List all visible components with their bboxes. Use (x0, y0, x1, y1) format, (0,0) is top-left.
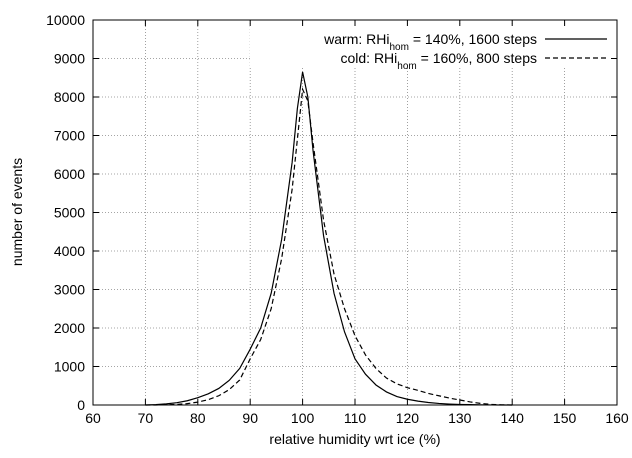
x-tick-label: 80 (190, 410, 206, 426)
y-tick-label: 9000 (54, 51, 85, 67)
y-tick-label: 1000 (54, 359, 85, 375)
x-tick-label: 100 (291, 410, 315, 426)
y-tick-label: 5000 (54, 205, 85, 221)
legend-background (250, 24, 616, 68)
line-series (145, 87, 513, 406)
line-series (145, 71, 513, 406)
x-tick-label: 120 (396, 410, 420, 426)
y-axis-label: number of events (9, 158, 25, 266)
x-tick-label: 60 (85, 410, 101, 426)
x-tick-label: 140 (501, 410, 525, 426)
y-tick-label: 0 (77, 397, 85, 413)
x-tick-label: 70 (138, 410, 154, 426)
x-tick-label: 160 (605, 410, 629, 426)
legend-text: = 140%, 1600 steps (409, 31, 537, 47)
y-tick-label: 3000 (54, 282, 85, 298)
y-tick-label: 4000 (54, 243, 85, 259)
x-tick-label: 90 (242, 410, 258, 426)
x-tick-label: 130 (448, 410, 472, 426)
legend-text: = 160%, 800 steps (417, 50, 537, 66)
legend-text: cold: RHi (340, 50, 397, 66)
y-tick-label: 2000 (54, 320, 85, 336)
x-tick-label: 150 (553, 410, 577, 426)
y-tick-label: 10000 (46, 12, 85, 28)
y-tick-label: 8000 (54, 89, 85, 105)
x-tick-label: 110 (344, 410, 367, 426)
legend-subscript: hom (390, 42, 409, 53)
x-axis-label: relative humidity wrt ice (%) (269, 431, 440, 447)
legend-subscript: hom (397, 61, 416, 72)
legend-label: cold: RHihom = 160%, 800 steps (340, 50, 537, 72)
plot (145, 71, 513, 406)
y-tick-label: 7000 (54, 128, 85, 144)
legend-text: warm: RHi (323, 31, 389, 47)
y-tick-label: 6000 (54, 166, 85, 182)
grid (92, 19, 618, 406)
legend-label: warm: RHihom = 140%, 1600 steps (323, 31, 537, 53)
